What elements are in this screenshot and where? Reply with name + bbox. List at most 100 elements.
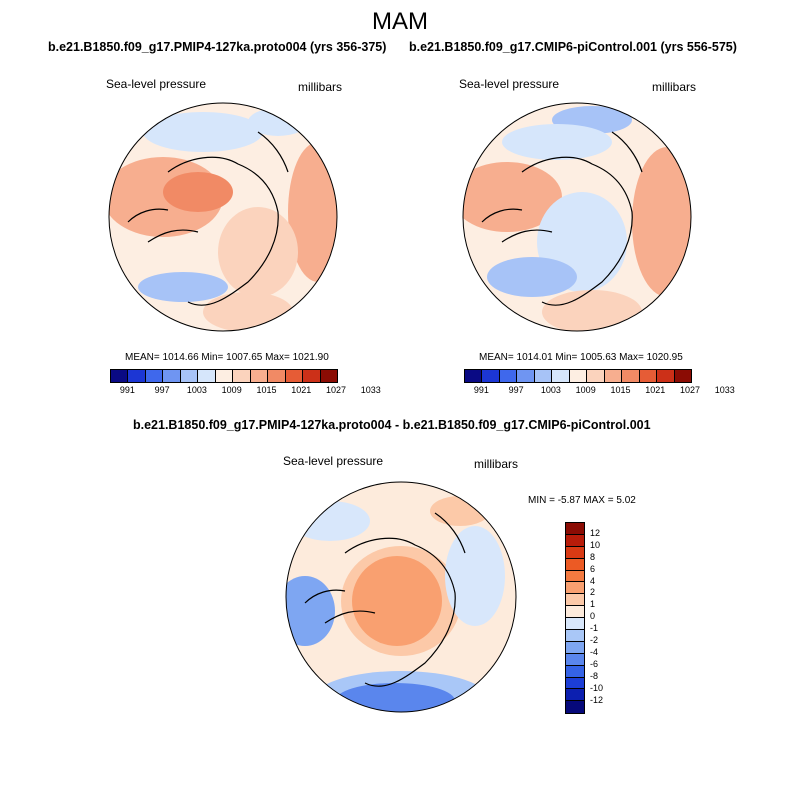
page-title: MAM <box>372 8 428 35</box>
colorbar-tick-label: 1027 <box>325 385 347 395</box>
colorbar-tick-label: 12 <box>590 527 601 538</box>
colorbar-tick-label: 1021 <box>645 385 666 395</box>
colorbar-tick-label: -4 <box>590 646 599 657</box>
colorbar-swatch <box>285 370 304 382</box>
colorbar-swatch <box>128 370 146 382</box>
panel-2-stats: MEAN= 1014.01 Min= 1005.63 Max= 1020.95 <box>479 352 683 363</box>
colorbar-tick-label: -1 <box>590 623 599 634</box>
colorbar-swatch <box>198 370 216 382</box>
colorbar-swatch <box>569 370 588 382</box>
colorbar-swatch <box>320 370 338 382</box>
colorbar-tick-label: 1033 <box>714 385 735 395</box>
colorbar-swatch <box>566 570 584 583</box>
panel-1-title: b.e21.B1850.f09_g17.PMIP4-127ka.proto004… <box>48 40 387 54</box>
coastlines <box>481 131 643 306</box>
colorbar-panel-2-ticks: 991 997 1003 1009 1015 1021 1027 1033 <box>464 385 735 397</box>
colorbar-swatch <box>622 370 640 382</box>
colorbar-tick-label: 1027 <box>679 385 701 395</box>
colorbar-tick-label: 1015 <box>610 385 631 395</box>
colorbar-tick-label: 997 <box>154 385 170 395</box>
colorbar-tick-label: 1003 <box>540 385 561 395</box>
colorbar-swatch <box>303 370 321 382</box>
colorbar-swatch <box>566 594 584 607</box>
colorbar-swatch <box>180 370 199 382</box>
panel-2-map <box>462 102 692 332</box>
colorbar-tick-label: 10 <box>590 539 601 550</box>
colorbar-tick-label: 0 <box>590 611 596 622</box>
colorbar-tick-label: -2 <box>590 635 599 645</box>
colorbar-swatch <box>233 370 251 382</box>
low-pressure-region <box>487 257 577 297</box>
colorbar-tick-label: 1009 <box>221 385 242 395</box>
panel-3-variable: Sea-level pressure <box>283 454 384 468</box>
colorbar-panel-1 <box>110 369 338 383</box>
colorbar-tick-label: 1021 <box>291 385 312 395</box>
panel-2-title: b.e21.B1850.f09_g17.CMIP6-piControl.001 … <box>409 40 737 54</box>
colorbar-swatch <box>552 370 570 382</box>
colorbar-tick-label: 1003 <box>186 385 207 395</box>
colorbar-tick-label: 8 <box>590 551 596 562</box>
colorbar-swatch <box>566 630 584 642</box>
colorbar-swatch <box>566 606 584 619</box>
coastlines <box>127 131 289 306</box>
colorbar-swatch <box>145 370 164 382</box>
colorbar-swatch <box>566 665 584 678</box>
panel-3-map <box>285 481 517 713</box>
high-pressure-region-east <box>632 147 691 297</box>
colorbar-swatch <box>163 370 181 382</box>
colorbar-swatch <box>566 546 584 559</box>
panel-2-units: millibars <box>652 80 697 94</box>
colorbar-swatch <box>566 523 584 535</box>
colorbar-tick-label: 1009 <box>575 385 596 395</box>
panel-3-units: millibars <box>474 457 519 471</box>
colorbar-swatch <box>566 641 584 654</box>
colorbar-tick-label: -10 <box>590 682 604 693</box>
colorbar-tick-label: -6 <box>590 658 599 669</box>
colorbar-swatch <box>111 370 129 382</box>
colorbar-swatch <box>250 370 269 382</box>
colorbar-swatch <box>566 582 584 595</box>
colorbar-swatch <box>566 618 584 631</box>
colorbar-tick-label: -8 <box>590 670 599 681</box>
colorbar-swatch <box>534 370 553 382</box>
colorbar-tick-label: 2 <box>590 587 596 598</box>
positive-anomaly-region <box>352 556 442 646</box>
colorbar-tick-label: 6 <box>590 563 596 574</box>
colorbar-swatch <box>268 370 286 382</box>
colorbar-swatch <box>566 534 584 547</box>
colorbar-tick-label: 1033 <box>360 385 381 395</box>
colorbar-panel-2 <box>464 369 692 383</box>
panel-3-title: b.e21.B1850.f09_g17.PMIP4-127ka.proto004… <box>133 418 651 432</box>
colorbar-swatch <box>674 370 692 382</box>
colorbar-swatch <box>465 370 483 382</box>
panel-1-units: millibars <box>298 80 343 94</box>
colorbar-tick-label: 997 <box>508 385 524 395</box>
panel-1-map <box>108 102 338 332</box>
high-pressure-region <box>463 162 562 232</box>
colorbar-tick-label: 991 <box>119 385 135 395</box>
colorbar-swatch <box>482 370 500 382</box>
colorbar-swatch <box>566 677 584 690</box>
low-pressure-region <box>138 272 228 302</box>
panel-1-variable: Sea-level pressure <box>106 77 207 91</box>
high-pressure-core <box>163 172 233 212</box>
colorbar-swatch <box>566 689 584 702</box>
colorbar-swatch <box>517 370 535 382</box>
colorbar-difference <box>565 522 585 715</box>
colorbar-tick-label: 991 <box>473 385 489 395</box>
colorbar-tick-label: -12 <box>590 694 604 705</box>
colorbar-swatch <box>566 653 584 666</box>
colorbar-difference-ticks: 12 10 8 6 4 2 1 0 -1 -2 -4 -6 -8 -10 -12 <box>590 522 620 712</box>
colorbar-tick-label: 1 <box>590 599 596 610</box>
panel-3-stats: MIN = -5.87 MAX = 5.02 <box>528 495 636 506</box>
colorbar-swatch <box>499 370 518 382</box>
colorbar-swatch <box>566 701 584 714</box>
colorbar-swatch <box>657 370 675 382</box>
colorbar-tick-label: 4 <box>590 575 596 586</box>
colorbar-swatch <box>587 370 605 382</box>
colorbar-panel-1-ticks: 991 997 1003 1009 1015 1021 1027 1033 <box>110 385 381 397</box>
panel-1-stats: MEAN= 1014.66 Min= 1007.65 Max= 1021.90 <box>125 352 329 363</box>
colorbar-tick-label: 1015 <box>256 385 277 395</box>
colorbar-swatch <box>215 370 234 382</box>
panel-2-variable: Sea-level pressure <box>459 77 560 91</box>
